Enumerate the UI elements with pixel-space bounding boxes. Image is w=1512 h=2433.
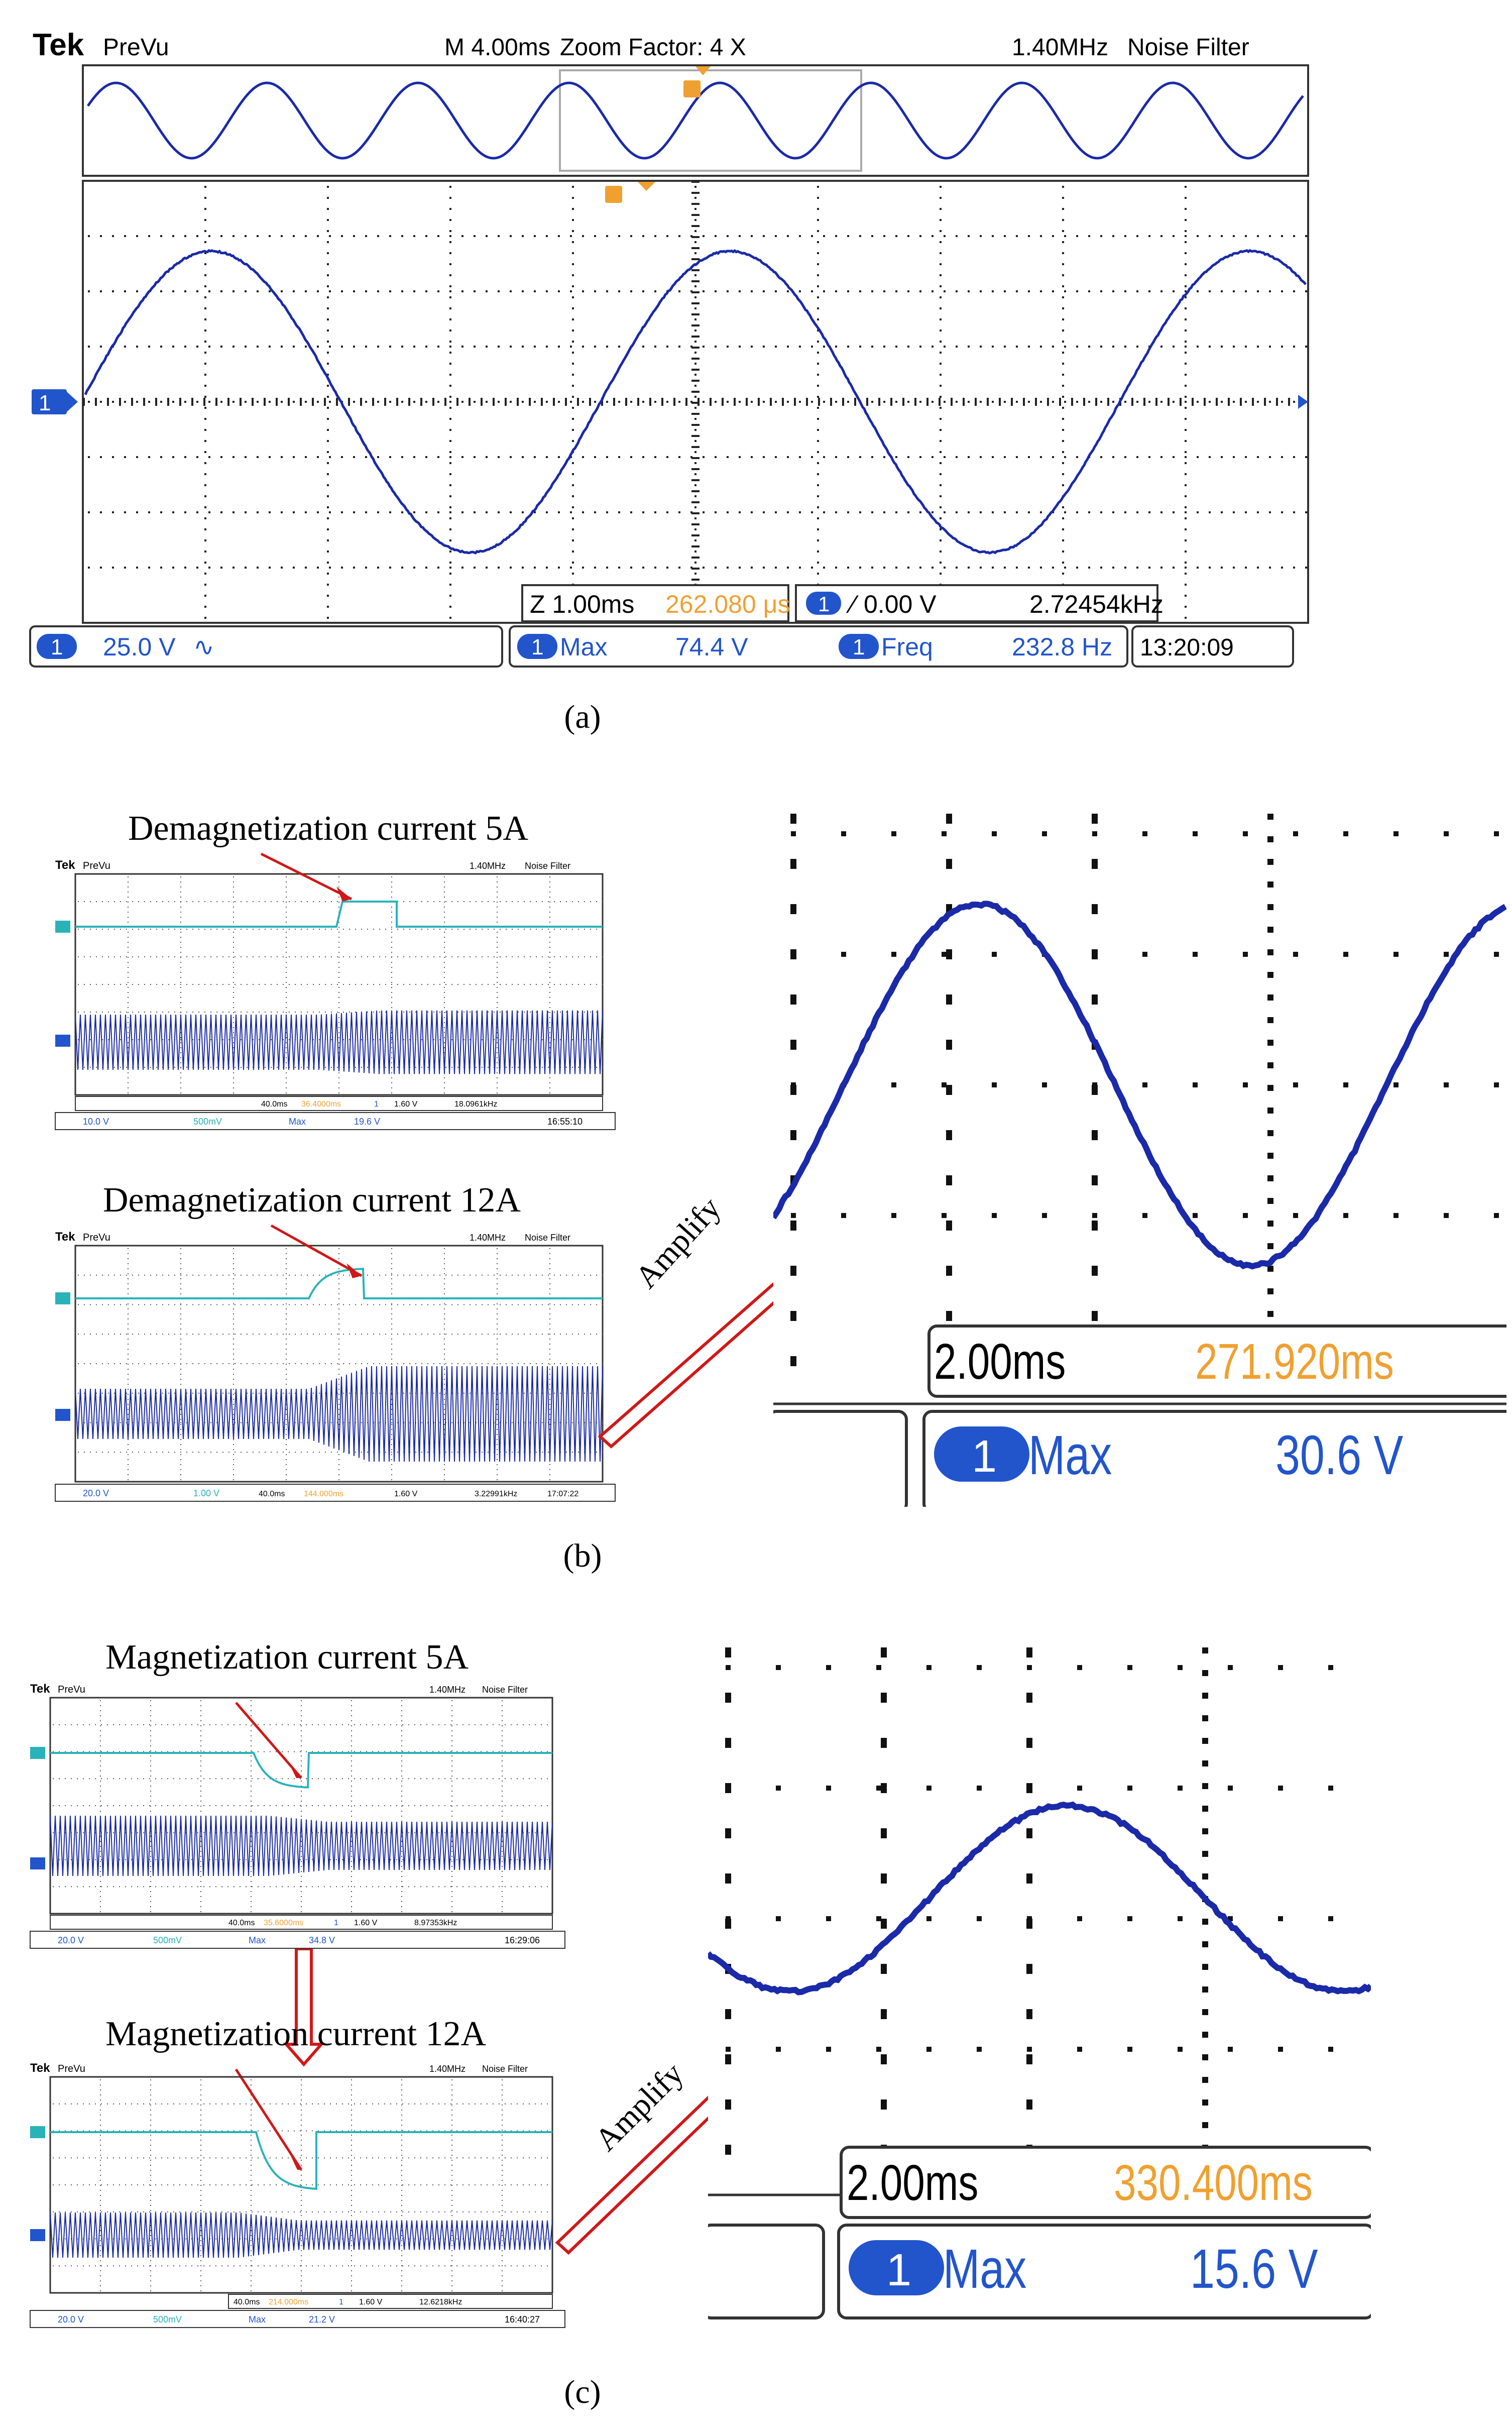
meas-value: 30.6 V xyxy=(1275,1425,1403,1487)
status-freq: 12.6218kHz xyxy=(419,2298,462,2306)
ch1-marker xyxy=(30,2229,45,2241)
clock-time: 16:40:27 xyxy=(505,2314,540,2325)
meas-value: 34.8 V xyxy=(309,1935,335,1945)
status-pos: 214.000ms xyxy=(269,2298,308,2306)
ch2-scale: 500mV xyxy=(153,1935,182,1945)
status-pos: 35.6000ms xyxy=(264,1919,303,1927)
status-zoom: 40.0ms xyxy=(228,1919,255,1927)
meas-label: Max xyxy=(249,1935,266,1945)
status-zoom: 40.0ms xyxy=(234,2298,260,2306)
status-trigger: 1.60 V xyxy=(354,1919,378,1927)
meas-label: Max xyxy=(1028,1425,1112,1487)
mode-label: PreVu xyxy=(58,1684,85,1695)
scope-c-top-svg: Tek PreVu 1.40MHz Noise Filter 40.0ms 35… xyxy=(28,1680,567,1954)
ch2-current-trace xyxy=(50,1753,552,1788)
meas-label: Max xyxy=(249,2314,266,2325)
zoom-position: 271.920ms xyxy=(1195,1334,1394,1390)
pointer-arrow-b2 xyxy=(271,1226,362,1278)
clock-time: 16:29:06 xyxy=(505,1935,540,1945)
scope-c-bottom: Tek PreVu 1.40MHz Noise Filter 40.0ms 21… xyxy=(28,2059,567,2333)
filter-label: Noise Filter xyxy=(482,1685,528,1695)
ch2-marker xyxy=(30,2126,45,2138)
scope-c-bottom-svg: Tek PreVu 1.40MHz Noise Filter 40.0ms 21… xyxy=(28,2059,567,2333)
status-ch: 1 xyxy=(339,2298,343,2306)
meas-value: 15.6 V xyxy=(1190,2239,1318,2300)
left-box xyxy=(773,1411,906,1507)
bandwidth-label: 1.40MHz xyxy=(429,2064,466,2074)
zoom-position: 330.400ms xyxy=(1114,2155,1313,2211)
brand-logo: Tek xyxy=(30,2061,50,2075)
zoom-view-b: 2.00ms 271.920ms 1 Max 30.6 V xyxy=(773,804,1506,1507)
bottom-row xyxy=(30,2310,565,2328)
zoom-view-b-svg: 2.00ms 271.920ms 1 Max 30.6 V xyxy=(773,804,1506,1507)
status-ch: 1 xyxy=(334,1919,338,1927)
pointer-arrow-b1 xyxy=(261,854,352,902)
ch2-scale: 500mV xyxy=(153,2314,182,2325)
annotation-c-top: Magnetization current 5A xyxy=(105,1637,469,1678)
meas-value: 21.2 V xyxy=(309,2314,335,2325)
status-freq: 8.97353kHz xyxy=(414,1919,457,1927)
zoom-view-c-svg: 2.00ms 330.400ms 1 Max 15.6 V xyxy=(708,1637,1371,2320)
ch1-marker xyxy=(30,1857,45,1869)
ch1-scale: 20.0 V xyxy=(58,1935,84,1945)
caption-b: (b) xyxy=(482,1537,683,1575)
zoom-time: 2.00ms xyxy=(934,1334,1066,1390)
bottom-row xyxy=(30,1931,565,1948)
mode-label: PreVu xyxy=(58,2063,85,2074)
meas-label: Max xyxy=(943,2239,1026,2300)
filter-label: Noise Filter xyxy=(482,2064,528,2074)
status-trigger: 1.60 V xyxy=(359,2298,383,2306)
brand-logo: Tek xyxy=(30,1682,50,1696)
ch1-scale: 20.0 V xyxy=(58,2314,84,2325)
ch2-marker xyxy=(30,1747,45,1759)
bandwidth-label: 1.40MHz xyxy=(429,1685,466,1695)
left-box xyxy=(708,2225,824,2318)
zoom-view-c: 2.00ms 330.400ms 1 Max 15.6 V xyxy=(708,1637,1371,2320)
annotation-c-bottom: Magnetization current 12A xyxy=(105,2014,486,2054)
meas-ch-label: 1 xyxy=(886,2245,911,2295)
caption-c: (c) xyxy=(482,2373,683,2411)
zoom-time: 2.00ms xyxy=(847,2155,978,2211)
scope-c-top: Tek PreVu 1.40MHz Noise Filter 40.0ms 35… xyxy=(28,1680,567,1954)
meas-ch-label: 1 xyxy=(972,1431,997,1482)
